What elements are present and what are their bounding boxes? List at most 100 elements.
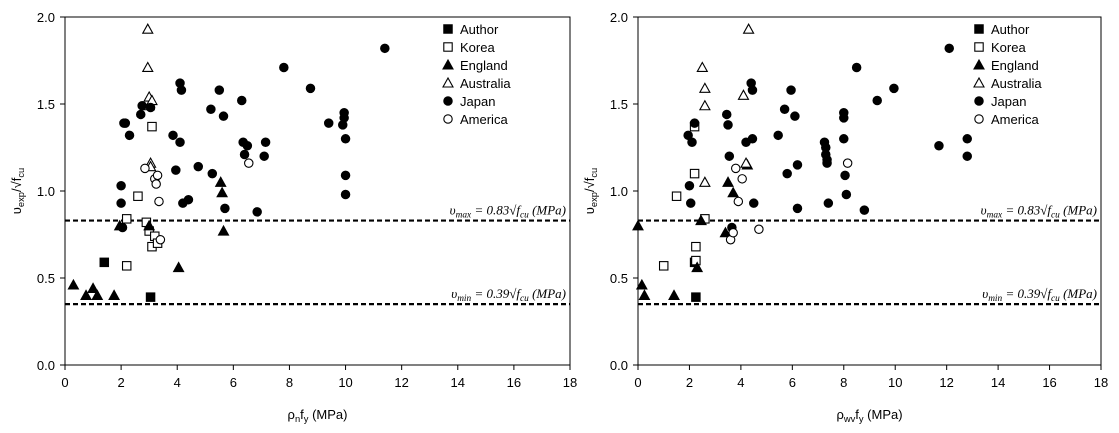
data-point xyxy=(698,99,711,111)
data-point xyxy=(671,191,682,201)
data-point xyxy=(279,62,289,73)
x-axis-label: ρnfy (MPa) xyxy=(288,407,348,424)
reference-line-label: υmin = 0.39√fcu (MPa) xyxy=(982,286,1097,304)
data-point xyxy=(754,224,764,235)
data-point xyxy=(171,165,181,175)
data-point xyxy=(790,111,800,121)
data-point xyxy=(773,130,783,141)
series-england xyxy=(67,176,230,300)
x-tick-label: 12 xyxy=(939,375,953,390)
data-point xyxy=(67,278,80,290)
data-point xyxy=(339,113,349,123)
x-tick-label: 18 xyxy=(563,375,577,390)
x-tick-label: 16 xyxy=(1042,375,1056,390)
legend-label: Australia xyxy=(460,76,511,91)
data-point xyxy=(137,100,147,111)
data-point xyxy=(635,278,648,290)
legend-label: Japan xyxy=(460,94,495,109)
data-point xyxy=(786,85,796,95)
data-point xyxy=(145,102,156,113)
data-point xyxy=(779,104,790,114)
x-axis-label: ρwvfy (MPa) xyxy=(836,407,902,424)
data-point xyxy=(723,120,733,130)
series-korea xyxy=(121,121,163,271)
series-australia xyxy=(141,23,158,172)
data-point xyxy=(792,203,803,214)
data-point xyxy=(175,137,185,148)
data-point xyxy=(217,224,230,236)
data-point xyxy=(340,170,351,181)
data-point xyxy=(143,219,156,231)
series-australia xyxy=(696,23,755,187)
x-tick-label: 12 xyxy=(394,375,408,390)
data-point xyxy=(133,191,143,201)
y-tick-label: 1.0 xyxy=(610,184,628,199)
legend-marker xyxy=(442,76,454,88)
data-point xyxy=(842,158,853,168)
data-point xyxy=(668,289,680,300)
data-point xyxy=(747,134,758,144)
y-tick-label: 0.0 xyxy=(37,358,55,373)
data-point xyxy=(340,189,351,200)
data-point xyxy=(727,186,740,198)
data-point xyxy=(691,255,701,266)
x-tick-label: 6 xyxy=(230,375,237,390)
x-tick-label: 0 xyxy=(634,375,641,390)
legend-label: Korea xyxy=(991,40,1026,55)
chart-panel-2: 0 2 4 6 8 10 12 14 16 18 0.0 0.5 1.0 1.5 2.0 ρwvfy (MPa… xyxy=(582,10,1108,424)
data-point xyxy=(242,141,253,151)
data-point xyxy=(117,222,128,233)
legend-marker xyxy=(974,96,984,106)
data-point xyxy=(116,181,126,191)
data-point xyxy=(214,85,225,95)
data-point xyxy=(823,198,834,208)
data-point xyxy=(141,61,154,73)
data-point xyxy=(698,176,711,187)
data-point xyxy=(108,289,121,300)
data-point xyxy=(689,168,700,179)
data-point xyxy=(696,61,709,73)
data-point xyxy=(151,179,161,189)
legend-label: Japan xyxy=(991,94,1026,109)
data-point xyxy=(141,23,154,34)
data-point xyxy=(742,23,755,34)
data-point xyxy=(259,151,269,161)
reference-line-label: υmax = 0.83√fcu (MPa) xyxy=(981,203,1097,221)
data-point xyxy=(121,214,132,224)
data-point xyxy=(80,289,92,300)
data-point xyxy=(91,289,104,300)
data-point xyxy=(724,151,735,161)
data-point xyxy=(172,261,185,273)
series-japan xyxy=(683,43,972,233)
data-point xyxy=(737,89,750,100)
legend-marker xyxy=(442,58,454,70)
data-point xyxy=(839,113,849,123)
data-point xyxy=(220,203,230,214)
x-tick-label: 16 xyxy=(507,375,521,390)
data-point xyxy=(851,62,862,73)
data-point xyxy=(722,176,734,187)
legend-label: England xyxy=(991,58,1039,73)
y-tick-label: 0.5 xyxy=(37,271,55,286)
x-tick-label: 14 xyxy=(991,375,1005,390)
x-tick-label: 2 xyxy=(117,375,124,390)
data-point xyxy=(719,226,732,238)
legend-label: England xyxy=(460,58,508,73)
x-tick-label: 18 xyxy=(1094,375,1108,390)
data-point xyxy=(782,168,792,179)
data-point xyxy=(689,118,700,128)
data-point xyxy=(99,257,110,268)
data-point xyxy=(698,82,711,93)
data-point xyxy=(121,261,132,271)
data-point xyxy=(658,261,669,271)
reference-line-label: υmin = 0.39√fcu (MPa) xyxy=(451,286,566,304)
data-point xyxy=(962,151,972,161)
chart-panel-1: 0 2 4 6 8 10 12 14 16 18 0.0 0.5 1.0 1.5 2.0 ρnfy (MPa)… xyxy=(9,10,577,424)
data-point xyxy=(214,176,227,187)
legend-marker xyxy=(443,24,453,34)
data-point xyxy=(116,198,126,208)
data-point xyxy=(260,137,271,148)
data-point xyxy=(840,170,850,181)
data-point xyxy=(685,198,696,208)
data-point xyxy=(934,141,944,151)
